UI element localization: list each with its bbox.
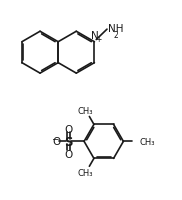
Text: O: O [64,125,73,134]
Text: −: − [51,134,58,143]
Text: S: S [64,135,73,148]
Text: N: N [90,31,98,41]
Text: CH₃: CH₃ [140,137,155,146]
Text: CH₃: CH₃ [78,106,94,115]
Text: NH: NH [108,24,123,34]
Text: CH₃: CH₃ [78,168,94,177]
Text: +: + [95,35,102,44]
Text: O: O [64,149,73,159]
Text: 2: 2 [113,31,118,40]
Text: O: O [53,137,61,147]
